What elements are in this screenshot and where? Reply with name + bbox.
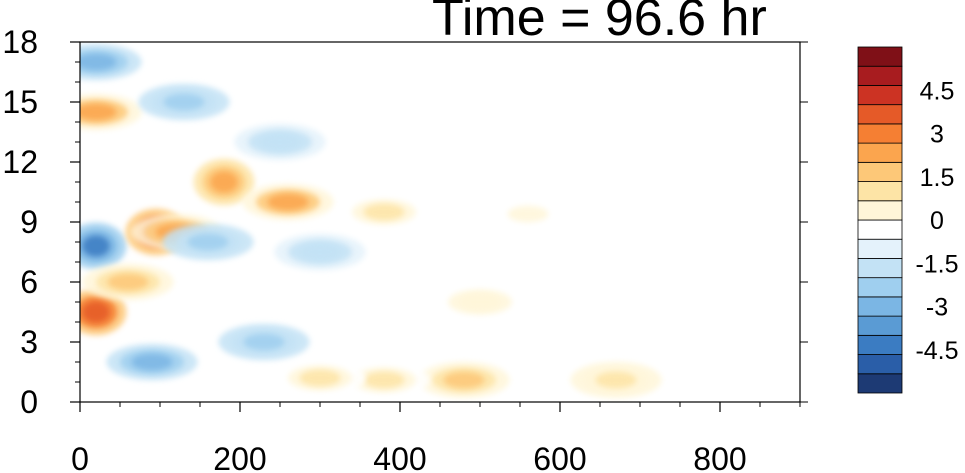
colorbar: 4.5 3 1.5 0 -1.5 -3 -4.5: [857, 46, 959, 394]
x-tick-label: 0: [71, 441, 89, 473]
colorbar-swatch: [857, 354, 903, 375]
y-tick-label: 15: [2, 84, 38, 120]
heatmap-cell: [363, 371, 405, 389]
colorbar-swatch: [857, 373, 903, 394]
axes: 0 200 400 600 800 0 3 6 9 12 15 18: [2, 24, 808, 473]
colorbar-label: -3: [926, 294, 948, 322]
heatmap-cell: [82, 301, 110, 323]
colorbar-label: 0: [930, 207, 944, 235]
heatmap-cell: [259, 133, 301, 151]
colorbar-label: 3: [930, 121, 944, 149]
colorbar-label: -4.5: [915, 337, 958, 365]
heatmap-cell: [363, 203, 405, 221]
colorbar-swatch: [857, 104, 903, 125]
colorbar-swatch: [857, 200, 903, 221]
heatmap-cell: [507, 205, 549, 223]
heatmap-cell: [299, 243, 341, 261]
heatmap-cell: [243, 333, 285, 351]
x-tick-label: 800: [693, 441, 746, 473]
colorbar-label: 4.5: [920, 77, 955, 105]
colorbar-swatch: [857, 161, 903, 182]
colorbar-swatch: [857, 238, 903, 259]
y-tick-label: 6: [20, 264, 38, 300]
chart-title: Time = 96.6 hr: [432, 0, 767, 47]
heatmap-cell: [267, 193, 309, 211]
colorbar-swatch: [857, 142, 903, 163]
colorbar-swatch: [857, 334, 903, 355]
heatmap-cell: [80, 53, 117, 71]
y-tick-label: 0: [20, 384, 38, 420]
colorbar-swatch: [857, 123, 903, 144]
heatmap-cell: [163, 93, 205, 111]
heatmap-cell: [187, 233, 229, 251]
heatmap-cell: [82, 235, 110, 257]
heatmap-cell: [80, 103, 117, 121]
colorbar-swatch: [857, 258, 903, 279]
colorbar-swatch: [857, 277, 903, 298]
heatmap-cell: [131, 353, 173, 371]
colorbar-swatch: [857, 46, 903, 67]
colorbar-swatch: [857, 315, 903, 336]
heatmap-cell: [595, 371, 637, 389]
y-tick-label: 18: [2, 24, 38, 60]
heatmap-cell: [459, 293, 501, 311]
y-tick-label: 12: [2, 144, 38, 180]
x-tick-label: 400: [373, 441, 426, 473]
heatmap-field: [80, 42, 800, 402]
colorbar-swatch: [857, 85, 903, 106]
heatmap-cell: [443, 371, 485, 389]
colorbar-label: 1.5: [920, 164, 955, 192]
y-tick-label: 9: [20, 204, 38, 240]
heatmap-cell: [107, 273, 149, 291]
colorbar-swatch: [857, 296, 903, 317]
x-tick-label: 200: [213, 441, 266, 473]
colorbar-swatch: [857, 181, 903, 202]
colorbar-swatch: [857, 219, 903, 240]
y-tick-label: 3: [20, 324, 38, 360]
colorbar-swatch: [857, 65, 903, 86]
heatmap-cell: [299, 369, 341, 387]
x-tick-label: 600: [533, 441, 586, 473]
heatmap-cell: [210, 171, 238, 193]
colorbar-label: -1.5: [915, 250, 958, 278]
